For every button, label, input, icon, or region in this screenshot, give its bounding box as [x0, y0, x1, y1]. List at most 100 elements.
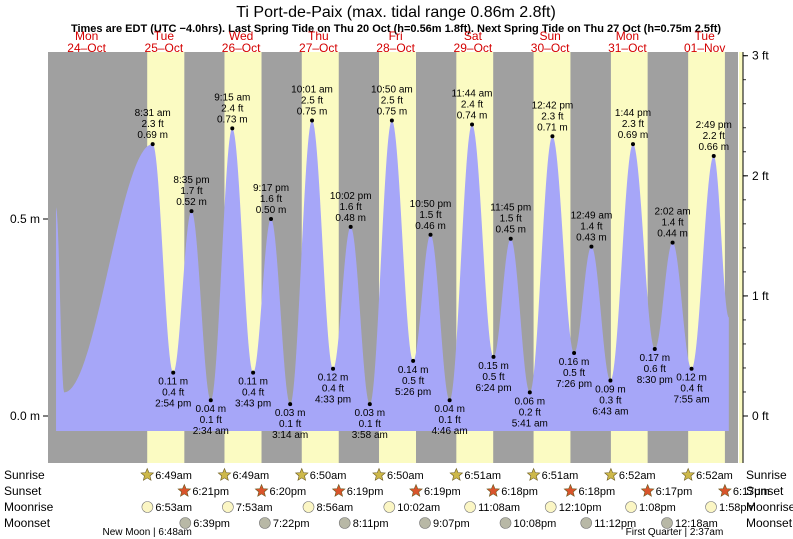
event-time-label: 7:22pm [273, 518, 310, 530]
tide-m-label: 0.52 m [176, 197, 207, 208]
tide-time-label: 3:14 am [272, 430, 308, 441]
tide-ft-label: 1.7 ft [180, 186, 202, 197]
row-label-left: Sunset [4, 484, 42, 498]
tide-ft-label: 1.5 ft [500, 214, 522, 225]
sun-icon [449, 467, 464, 481]
event-time-label: 6:52am [619, 470, 656, 482]
sunset-icon [331, 483, 346, 497]
moonrise-icon [544, 501, 557, 513]
tide-ft-label: 1.6 ft [260, 194, 282, 205]
tide-m-label: 0.48 m [335, 213, 366, 224]
axes: 0.0 m 0.5 m 0 ft 1 ft 2 ft 3 ft [10, 49, 769, 463]
event-time-label: 8:56am [317, 502, 354, 514]
day-date-label: 31–Oct [608, 41, 647, 55]
event-time-label: 6:49am [232, 470, 269, 482]
tide-ft-label: 0.6 ft [644, 364, 666, 375]
event-time-label: 6:51am [464, 470, 501, 482]
event-time-label: 11:08am [478, 502, 520, 514]
tide-time-label: 12:42 pm [532, 100, 574, 111]
tide-ft-label: 2.5 ft [381, 96, 403, 107]
tide-ft-label: 2.3 ft [541, 111, 563, 122]
event-time-label: 6:19pm [347, 486, 384, 498]
tide-point [230, 126, 235, 131]
event-time-label: 6:18pm [501, 486, 538, 498]
tide-point [331, 366, 336, 371]
tide-point [550, 134, 555, 139]
event-time-label: 9:07pm [433, 518, 470, 530]
tide-time-label: 8:31 am [135, 108, 171, 119]
event-time-label: 1:58pm [719, 502, 756, 514]
tide-time-label: 6:43 am [592, 407, 628, 418]
row-label-left: Moonset [4, 516, 51, 530]
right-daylight-strip [739, 52, 743, 463]
tide-ft-label: 1.6 ft [340, 202, 362, 213]
tide-point [470, 122, 475, 127]
moonset-icon [179, 517, 192, 529]
row-label-left: Sunrise [4, 468, 45, 482]
moonrise-icon [464, 501, 476, 513]
day-name-label: Sat [464, 29, 483, 43]
event-time-label: 8:11pm [353, 518, 389, 530]
tide-time-label: 1:44 pm [615, 108, 651, 119]
tide-m-label: 0.75 m [297, 107, 328, 118]
row-label-right: Moonset [746, 516, 793, 530]
event-time-label: 6:49am [155, 470, 192, 482]
tide-ft-label: 2.4 ft [221, 103, 243, 114]
tide-ft-label: 2.3 ft [142, 119, 164, 130]
row-label-right: Sunset [746, 484, 784, 498]
right-margin [738, 52, 793, 463]
left-axis-tick-label: 0.0 m [10, 409, 40, 423]
event-time-label: 6:17pm [733, 486, 770, 498]
tide-time-label: 2:02 am [655, 207, 691, 218]
tide-m-label: 0.09 m [595, 385, 626, 396]
sun-icon [372, 467, 386, 481]
sunset-icon [486, 483, 501, 497]
day-name-label: Tue [154, 29, 175, 43]
event-time-label: 6:18pm [578, 486, 615, 498]
tide-point [288, 402, 293, 407]
tide-m-label: 0.75 m [377, 107, 408, 118]
tide-time-label: 2:34 am [193, 426, 229, 437]
tide-time-label: 11:44 am [452, 88, 493, 99]
tide-time-label: 5:26 pm [395, 387, 431, 398]
event-time-label: 6:39pm [193, 518, 230, 530]
tide-point [491, 354, 496, 359]
moon-phase-label: New Moon | 6:48am [102, 527, 191, 538]
day-labels: Mon24–OctTue25–OctWed26–OctThu27–OctFri2… [67, 29, 725, 55]
row-label-left: Moonrise [4, 500, 54, 514]
day-date-label: 27–Oct [299, 41, 338, 55]
day-date-label: 25–Oct [145, 41, 184, 55]
tide-point [527, 390, 532, 395]
tide-ft-label: 0.4 ft [242, 388, 264, 399]
tide-point [367, 402, 372, 407]
chart-subtitle: Times are EDT (UTC −4.0hrs). Last Spring… [71, 23, 721, 35]
tide-ft-label: 0.1 ft [359, 419, 381, 430]
tide-ft-label: 0.1 ft [279, 419, 301, 430]
tide-ft-label: 0.4 ft [322, 384, 344, 395]
tide-ft-label: 0.4 ft [162, 388, 184, 399]
moonset-icon [419, 517, 431, 529]
tide-point [208, 398, 213, 403]
tide-ft-label: 2.5 ft [301, 96, 323, 107]
day-name-label: Mon [75, 29, 98, 43]
tide-time-label: 4:33 pm [315, 395, 351, 406]
tide-ft-label: 0.1 ft [439, 415, 461, 426]
tide-point [608, 378, 613, 383]
row-label-right: Moonrise [746, 500, 793, 514]
tide-time-label: 3:43 pm [235, 399, 271, 410]
right-axis-tick-label: 0 ft [752, 409, 769, 423]
tide-m-label: 0.69 m [137, 130, 168, 141]
tide-point [652, 347, 657, 352]
tide-m-label: 0.14 m [398, 365, 429, 376]
tide-m-label: 0.12 m [318, 373, 349, 384]
tide-time-label: 8:35 pm [173, 175, 209, 186]
day-name-label: Mon [616, 29, 639, 43]
tide-ft-label: 0.2 ft [519, 407, 541, 418]
row-label-right: Sunrise [746, 468, 787, 482]
sun-icon [140, 467, 155, 481]
tide-m-label: 0.73 m [217, 114, 248, 125]
day-name-label: Thu [308, 29, 329, 43]
event-time-label: 6:53am [155, 502, 192, 514]
tide-m-label: 0.43 m [576, 233, 607, 244]
